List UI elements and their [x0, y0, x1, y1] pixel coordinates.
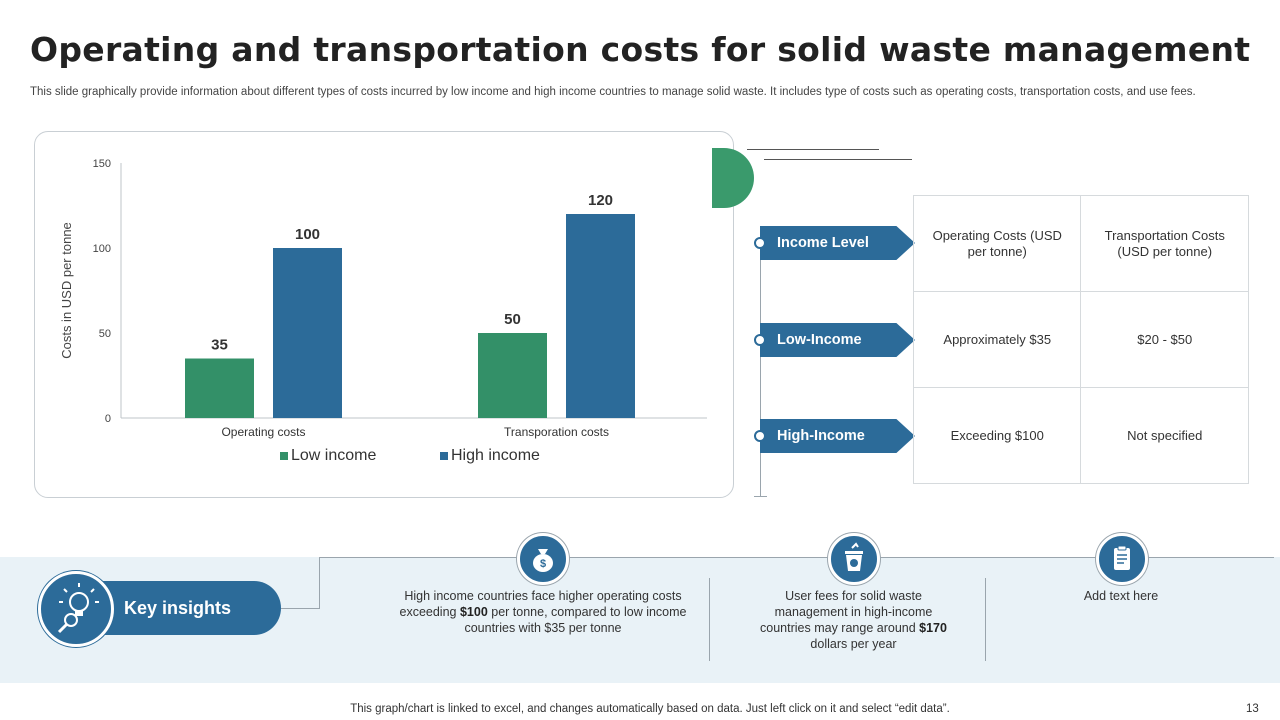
table-row: Exceeding $100 Not specified: [912, 387, 1249, 484]
insight-text-1: High income countries face higher operat…: [399, 589, 687, 635]
data-label: 50: [504, 311, 521, 328]
table-cell: $20 - $50: [1080, 291, 1249, 388]
bar-chart[interactable]: 0 50 100 150 Costs in USD per tonne 35 100 Oper…: [35, 132, 734, 498]
table-row: Approximately $35 $20 - $50: [912, 291, 1249, 388]
legend-swatch: [280, 452, 288, 460]
svg-text:$: $: [540, 558, 546, 570]
decorative-line: [747, 149, 879, 150]
legend-swatch: [440, 452, 448, 460]
bar-high-income: [273, 248, 342, 418]
key-insights-label: Key insights: [124, 598, 232, 618]
timeline-tick: [754, 496, 767, 497]
level-high-income: High-Income: [760, 419, 915, 453]
level-income-level: Income Level: [760, 226, 915, 260]
y-tick-label: 100: [93, 243, 111, 255]
footer-note: This graph/chart is linked to excel, and…: [350, 703, 950, 715]
legend-label: Low income: [291, 447, 376, 464]
level-low-income: Low-Income: [760, 323, 915, 357]
table-header-cell: Operating Costs (USD per tonne): [912, 195, 1082, 292]
insights-outline: [319, 557, 1274, 558]
timeline-line: [760, 236, 761, 497]
waste-bin-icon: [828, 533, 880, 585]
decorative-line: [764, 159, 912, 160]
insights-connector: [280, 608, 320, 609]
table-header-cell: Transportation Costs (USD per tonne): [1080, 195, 1249, 292]
chart-card[interactable]: 0 50 100 150 Costs in USD per tonne 35 100 Oper…: [34, 131, 734, 498]
x-tick-label: Transporation costs: [504, 425, 609, 439]
page-number: 13: [1246, 703, 1259, 715]
insight-divider: [709, 578, 710, 661]
table-row: Operating Costs (USD per tonne) Transpor…: [912, 195, 1249, 292]
x-tick-label: Operating costs: [221, 425, 305, 439]
money-bag-icon: $: [517, 533, 569, 585]
y-tick-label: 50: [99, 328, 111, 340]
level-dot: [754, 430, 766, 442]
data-label: 100: [295, 226, 320, 243]
table-cell: Approximately $35: [912, 291, 1082, 388]
cost-table: Operating Costs (USD per tonne) Transpor…: [912, 195, 1249, 484]
data-label: 35: [211, 337, 228, 354]
bar-high-income: [566, 214, 635, 418]
lightbulb-icon: [38, 571, 114, 647]
slide-title: Operating and transportation costs for s…: [30, 30, 1251, 69]
insight-divider: [985, 578, 986, 661]
data-label: 120: [588, 192, 613, 209]
slide-subtitle: This slide graphically provide informati…: [30, 86, 1196, 98]
bar-low-income: [478, 333, 547, 418]
y-tick-label: 150: [93, 158, 111, 170]
insights-outline: [319, 557, 320, 609]
y-tick-label: 0: [105, 413, 111, 425]
insight-text-3: Add text here: [1083, 589, 1159, 603]
insight-text-2: User fees for solid waste management in …: [760, 589, 947, 651]
table-cell: Not specified: [1080, 387, 1249, 484]
decorative-semicircle: [712, 148, 754, 208]
bar-low-income: [185, 358, 254, 418]
clipboard-icon: [1096, 533, 1148, 585]
y-axis-label: Costs in USD per tonne: [59, 222, 74, 359]
legend-label: High income: [451, 447, 540, 464]
level-dot: [754, 334, 766, 346]
table-cell: Exceeding $100: [912, 387, 1082, 484]
level-dot: [754, 237, 766, 249]
